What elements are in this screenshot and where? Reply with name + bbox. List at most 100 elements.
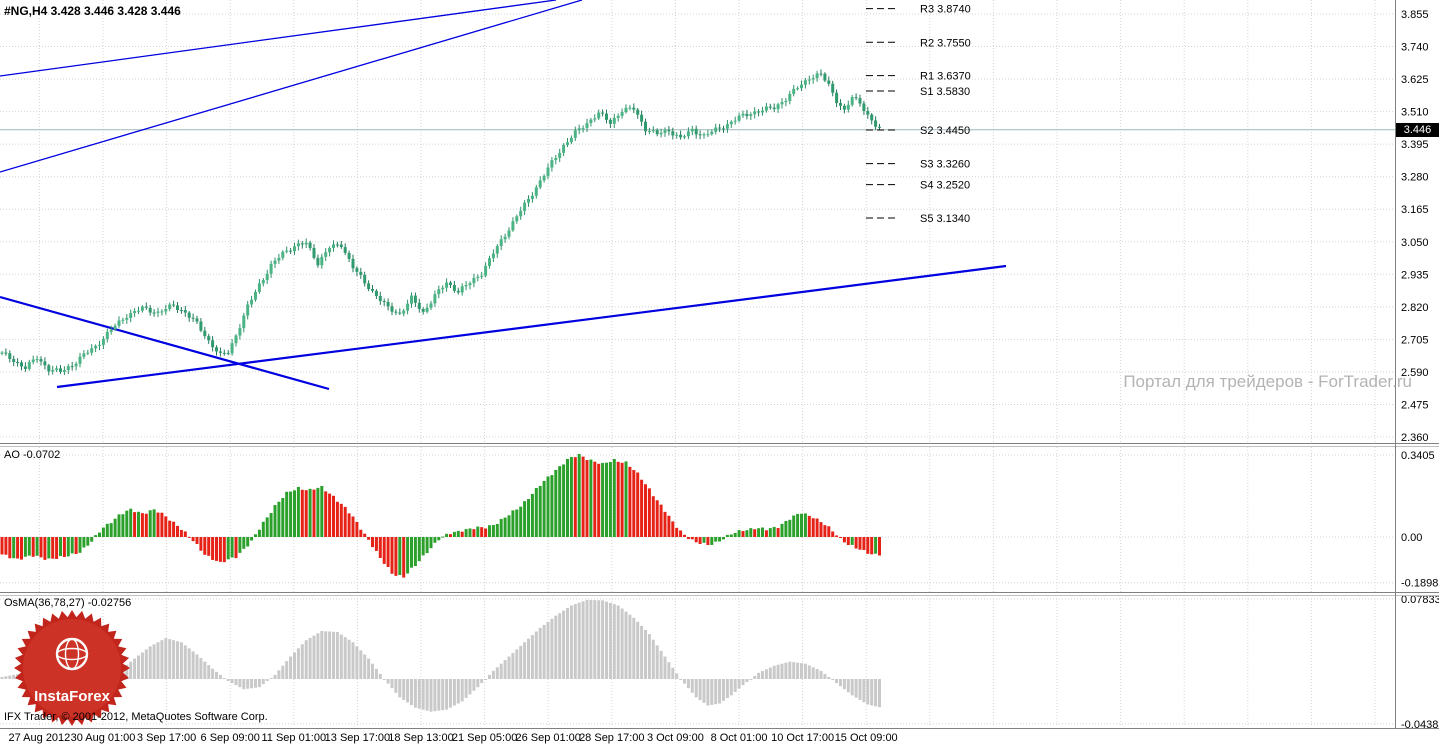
candle-body xyxy=(0,352,4,354)
ao-bar xyxy=(273,505,277,537)
trendline[interactable] xyxy=(0,0,557,77)
osma-bar xyxy=(176,641,179,679)
candle-body xyxy=(566,142,569,145)
ao-bar xyxy=(203,537,207,555)
candle-body xyxy=(62,370,66,372)
ao-bar xyxy=(831,531,835,537)
ao-bar xyxy=(16,537,20,559)
ao-bar xyxy=(800,513,803,537)
ao-bar xyxy=(862,537,866,550)
osma-bar xyxy=(437,679,441,711)
ao-bar xyxy=(261,521,265,537)
osma-bar xyxy=(339,634,343,679)
price-tick-label: 3.625 xyxy=(1401,74,1429,86)
ao-bar xyxy=(265,517,269,537)
osma-bar xyxy=(371,663,374,679)
ao-bar xyxy=(8,537,12,559)
osma-bar xyxy=(12,674,16,679)
osma-indicator-label: OsMA(36,78,27) -0.02756 xyxy=(4,597,132,609)
candle-body xyxy=(585,123,589,128)
osma-bar xyxy=(164,638,168,679)
ao-bar xyxy=(827,526,831,537)
osma-bar xyxy=(452,679,456,706)
candle-body xyxy=(66,366,70,371)
ao-bar xyxy=(761,527,764,537)
ao-bar xyxy=(714,537,718,542)
osma-bar xyxy=(866,679,870,705)
candle-body xyxy=(234,335,238,344)
ao-bar xyxy=(117,514,121,537)
ao-bar xyxy=(519,506,523,537)
trendlines[interactable] xyxy=(0,0,1007,391)
candle-body xyxy=(456,290,460,293)
ao-bar xyxy=(304,490,308,537)
candle-body xyxy=(51,369,55,372)
osma-bar xyxy=(394,679,398,693)
ao-bar xyxy=(406,537,410,574)
time-label: 26 Sep 01:00 xyxy=(515,732,580,744)
time-label: 3 Oct 09:00 xyxy=(647,732,704,744)
ao-bar xyxy=(874,537,878,554)
osma-bar xyxy=(585,599,589,679)
candle-body xyxy=(675,134,679,136)
ao-bar xyxy=(690,537,694,540)
candle-body xyxy=(651,130,655,132)
ao-bar xyxy=(702,537,706,543)
ao-bar xyxy=(725,534,729,537)
candle-body xyxy=(59,368,62,372)
candle-body xyxy=(449,282,452,285)
instaforex-logo[interactable]: InstaForex xyxy=(8,606,138,732)
ao-bar xyxy=(819,522,823,537)
ao-bar xyxy=(499,518,503,537)
candle-body xyxy=(480,275,484,277)
candle-body xyxy=(347,252,351,259)
ao-bar xyxy=(246,537,250,547)
ao-bar xyxy=(343,506,347,537)
candle-body xyxy=(152,312,156,314)
candle-body xyxy=(702,134,706,136)
osma-bar xyxy=(312,635,316,679)
trendline[interactable] xyxy=(0,295,330,391)
ao-bar xyxy=(386,537,390,567)
candle-body xyxy=(729,121,733,125)
candle-body xyxy=(831,83,835,93)
osma-bar xyxy=(421,679,425,710)
candle-body xyxy=(257,283,261,292)
ao-bar xyxy=(168,520,172,537)
candle-body xyxy=(179,310,183,312)
candle-body xyxy=(823,73,827,81)
osma-bar xyxy=(285,661,289,679)
candle-body xyxy=(644,121,647,132)
osma-bar xyxy=(577,602,581,679)
osma-bar xyxy=(749,679,753,680)
candle-body xyxy=(792,88,796,94)
osma-bar xyxy=(733,679,737,692)
candle-body xyxy=(242,315,246,329)
candle-body xyxy=(764,106,768,111)
ao-bar xyxy=(316,487,320,537)
candle-body xyxy=(308,242,312,248)
trendline[interactable] xyxy=(0,0,583,173)
osma-bar xyxy=(566,608,569,679)
ao-bar xyxy=(651,496,655,537)
osma-bar xyxy=(636,621,640,679)
osma-bar xyxy=(612,604,616,679)
candle-body xyxy=(495,245,499,254)
osma-bar xyxy=(242,679,246,690)
candle-body xyxy=(238,328,242,336)
ao-bar xyxy=(234,537,238,559)
ao-bar xyxy=(858,537,862,550)
osma-bar xyxy=(156,642,160,679)
candle-body xyxy=(27,362,31,369)
ao-bar xyxy=(807,515,811,537)
candle-body xyxy=(647,131,651,133)
osma-bar xyxy=(417,679,421,709)
candle-body xyxy=(23,366,27,369)
candle-body xyxy=(246,304,250,316)
candle-body xyxy=(546,167,550,176)
candle-body xyxy=(39,359,43,362)
trendline[interactable] xyxy=(56,264,1007,389)
osma-bar xyxy=(835,679,839,684)
osma-bar xyxy=(796,662,800,679)
